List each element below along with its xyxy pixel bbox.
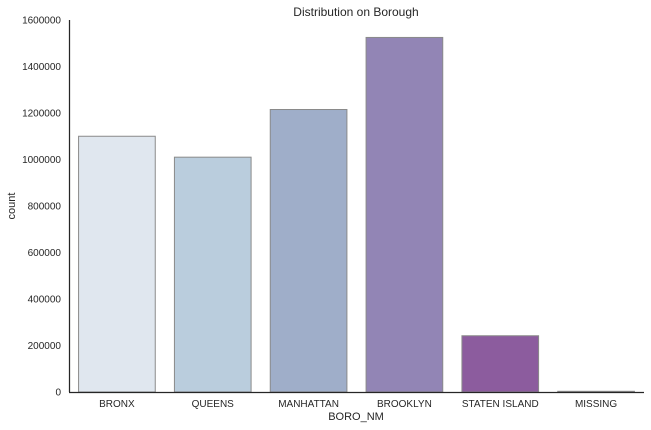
y-tick-label: 0 <box>55 388 61 399</box>
bar-queens <box>173 156 252 393</box>
bar-staten-island <box>461 335 540 393</box>
bars-group <box>78 36 635 393</box>
x-tick-labels: BRONX QUEENS MANHATTAN BROOKLYN STATEN ISLAN… <box>99 399 617 410</box>
bar-brooklyn <box>365 36 444 393</box>
chart-title: Distribution on Borough <box>293 5 418 19</box>
y-tick-label: 200000 <box>28 341 62 352</box>
bar-manhattan <box>269 109 348 393</box>
x-tick-label: BRONX <box>99 399 135 410</box>
y-tick-label: 1400000 <box>22 62 61 73</box>
y-tick-labels: 0 200000 400000 600000 800000 1000000 1200000 1… <box>22 16 61 399</box>
y-tick-label: 1600000 <box>22 16 61 27</box>
x-tick-label: STATEN ISLAND <box>462 399 539 410</box>
x-tick-label: BROOKLYN <box>377 399 432 410</box>
x-tick-label: QUEENS <box>192 399 235 410</box>
y-tick-label: 800000 <box>28 202 62 213</box>
x-axis-label: BORO_NM <box>328 411 384 423</box>
y-tick-label: 600000 <box>28 248 62 259</box>
x-tick-label: MISSING <box>575 399 617 410</box>
x-tick-label: MANHATTAN <box>278 399 339 410</box>
bar-bronx <box>78 135 156 393</box>
y-tick-label: 1200000 <box>22 109 61 120</box>
y-tick-label: 1000000 <box>22 155 61 166</box>
y-tick-label: 400000 <box>28 295 62 306</box>
y-axis-label: count <box>6 193 18 220</box>
